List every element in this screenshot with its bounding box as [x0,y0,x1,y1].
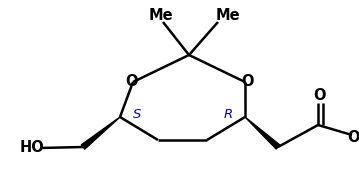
Text: O: O [241,74,253,89]
Text: HO: HO [20,140,45,156]
Text: R: R [223,107,233,121]
Text: Me: Me [149,8,173,24]
Text: O: O [314,89,326,103]
Text: OEt: OEt [347,130,359,144]
Text: S: S [133,107,141,121]
Text: O: O [125,74,137,89]
Polygon shape [245,117,280,149]
Text: Me: Me [216,8,240,24]
Polygon shape [81,117,120,149]
